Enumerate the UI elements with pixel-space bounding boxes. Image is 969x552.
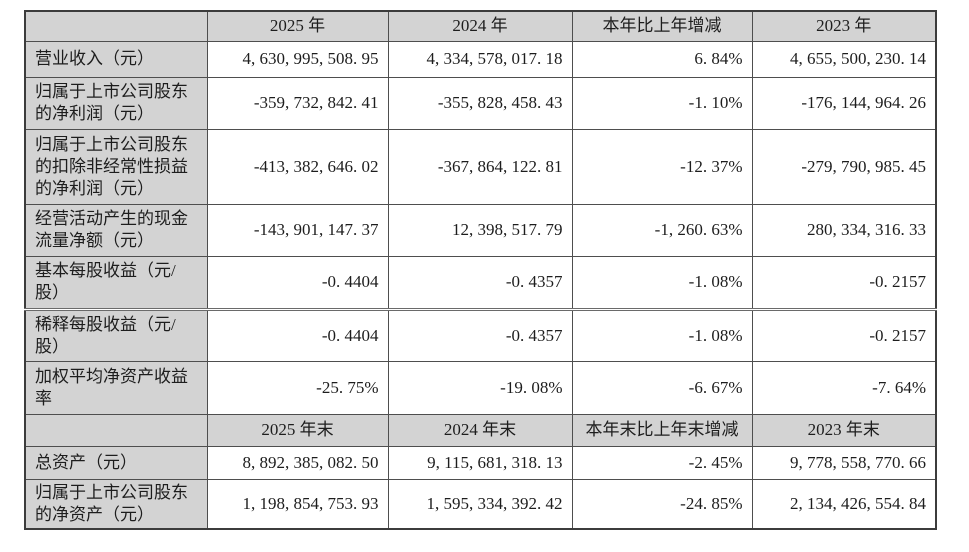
value-2024: -0. 4357 (387, 255, 573, 310)
period-header-2025: 2025 年 (206, 10, 389, 42)
value-2023: 4, 655, 500, 230. 14 (751, 40, 937, 78)
value-2025: 4, 630, 995, 508. 95 (206, 40, 389, 78)
value-2025: -25. 75% (206, 360, 389, 415)
value-2023: -176, 144, 964. 26 (751, 76, 937, 130)
table-row-revenue: 营业收入（元） 4, 630, 995, 508. 95 4, 334, 578… (24, 40, 937, 78)
value-2025: -0. 4404 (206, 307, 389, 362)
financial-summary-table: 2025 年 2024 年 本年比上年增减 2023 年 营业收入（元） 4, … (24, 10, 937, 530)
value-2023-end: 9, 778, 558, 770. 66 (751, 445, 937, 480)
value-change: -6. 67% (571, 360, 753, 415)
table-row-net-assets: 归属于上市公司股东的净资产（元） 1, 198, 854, 753. 93 1,… (24, 478, 937, 530)
table-row-diluted-eps: 稀释每股收益（元/股） -0. 4404 -0. 4357 -1. 08% -0… (24, 307, 937, 362)
value-2023: -0. 2157 (751, 307, 937, 362)
row-label: 总资产（元） (24, 445, 208, 480)
value-2024-end: 9, 115, 681, 318. 13 (387, 445, 573, 480)
snapshot-header-row: 2025 年末 2024 年末 本年末比上年末增减 2023 年末 (24, 413, 937, 447)
row-label: 归属于上市公司股东的净利润（元） (24, 76, 208, 130)
value-2023: -7. 64% (751, 360, 937, 415)
value-2024: -0. 4357 (387, 307, 573, 362)
value-2024: -355, 828, 458. 43 (387, 76, 573, 130)
row-label: 归属于上市公司股东的净资产（元） (24, 478, 208, 530)
table-row-net-profit-excl-nonrecurring: 归属于上市公司股东的扣除非经常性损益的净利润（元） -413, 382, 646… (24, 128, 937, 205)
value-2025-end: 8, 892, 385, 082. 50 (206, 445, 389, 480)
table-row-basic-eps: 基本每股收益（元/股） -0. 4404 -0. 4357 -1. 08% -0… (24, 255, 937, 310)
snapshot-header-change: 本年末比上年末增减 (571, 413, 753, 447)
period-header-change: 本年比上年增减 (571, 10, 753, 42)
value-2023: -0. 2157 (751, 255, 937, 310)
row-label: 经营活动产生的现金流量净额（元） (24, 203, 208, 257)
period-header-2023: 2023 年 (751, 10, 937, 42)
row-label: 归属于上市公司股东的扣除非经常性损益的净利润（元） (24, 128, 208, 205)
value-change: -1. 08% (571, 307, 753, 362)
value-2024-end: 1, 595, 334, 392. 42 (387, 478, 573, 530)
value-2025: -0. 4404 (206, 255, 389, 310)
value-change: -1, 260. 63% (571, 203, 753, 257)
value-change: -1. 10% (571, 76, 753, 130)
snapshot-header-2025-end: 2025 年末 (206, 413, 389, 447)
row-label: 基本每股收益（元/股） (24, 255, 208, 310)
value-change: -2. 45% (571, 445, 753, 480)
value-2023-end: 2, 134, 426, 554. 84 (751, 478, 937, 530)
period-header-row: 2025 年 2024 年 本年比上年增减 2023 年 (24, 10, 937, 42)
value-change: -1. 08% (571, 255, 753, 310)
value-2023: -279, 790, 985. 45 (751, 128, 937, 205)
snapshot-header-2024-end: 2024 年末 (387, 413, 573, 447)
table-row-weighted-avg-roe: 加权平均净资产收益率 -25. 75% -19. 08% -6. 67% -7.… (24, 360, 937, 415)
table-row-operating-cash-flow: 经营活动产生的现金流量净额（元） -143, 901, 147. 37 12, … (24, 203, 937, 257)
row-label: 加权平均净资产收益率 (24, 360, 208, 415)
value-2025-end: 1, 198, 854, 753. 93 (206, 478, 389, 530)
snapshot-header-2023-end: 2023 年末 (751, 413, 937, 447)
table-row-net-profit: 归属于上市公司股东的净利润（元） -359, 732, 842. 41 -355… (24, 76, 937, 130)
value-2023: 280, 334, 316. 33 (751, 203, 937, 257)
row-label: 稀释每股收益（元/股） (24, 307, 208, 362)
value-2025: -413, 382, 646. 02 (206, 128, 389, 205)
value-change: -12. 37% (571, 128, 753, 205)
row-label: 营业收入（元） (24, 40, 208, 78)
table-row-total-assets: 总资产（元） 8, 892, 385, 082. 50 9, 115, 681,… (24, 445, 937, 480)
period-header-2024: 2024 年 (387, 10, 573, 42)
value-2025: -359, 732, 842. 41 (206, 76, 389, 130)
value-change: -24. 85% (571, 478, 753, 530)
value-2024: -367, 864, 122. 81 (387, 128, 573, 205)
value-2025: -143, 901, 147. 37 (206, 203, 389, 257)
period-header-empty-cell (24, 10, 208, 42)
value-2024: 12, 398, 517. 79 (387, 203, 573, 257)
value-2024: 4, 334, 578, 017. 18 (387, 40, 573, 78)
value-2024: -19. 08% (387, 360, 573, 415)
snapshot-header-empty-cell (24, 413, 208, 447)
value-change: 6. 84% (571, 40, 753, 78)
